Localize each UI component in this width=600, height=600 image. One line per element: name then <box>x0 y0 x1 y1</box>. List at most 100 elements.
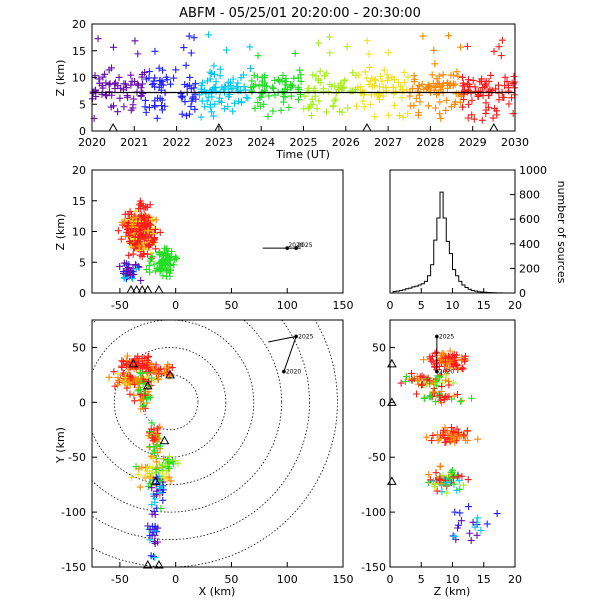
time-height-source <box>190 84 198 92</box>
x-tick-label: 100 <box>277 299 298 312</box>
z-y-source <box>456 485 464 493</box>
plan-view-source <box>121 373 129 381</box>
z-tick-label: 10 <box>446 573 460 586</box>
plan-view-source <box>165 452 173 460</box>
x-height-source <box>121 217 129 225</box>
z-y-source <box>420 356 428 364</box>
time-height-source <box>122 84 130 92</box>
time-height-source <box>231 99 239 107</box>
time-height-source <box>495 96 503 104</box>
time-height-source <box>95 75 103 83</box>
time-height-source <box>377 72 385 80</box>
time-height-source <box>237 99 245 107</box>
time-height-source <box>363 74 371 82</box>
time-height-source <box>251 104 259 112</box>
time-height-source <box>465 100 473 108</box>
time-height-source <box>505 100 513 108</box>
time-height-source <box>371 75 379 83</box>
time-tick-label: 2020 <box>78 136 106 149</box>
plan-view-source <box>148 484 156 492</box>
time-height-source <box>326 81 334 89</box>
time-height-source <box>489 114 497 122</box>
x-height-source <box>150 235 158 243</box>
time-height-source <box>370 82 378 90</box>
x-height-source <box>134 220 142 228</box>
plan-view-source <box>161 369 169 377</box>
time-height-source <box>380 66 388 74</box>
z-y-source <box>413 390 421 398</box>
z-y-source <box>466 529 474 537</box>
plan-view-source <box>137 405 145 413</box>
z-y-source <box>453 361 461 369</box>
plan-view-source <box>105 373 113 381</box>
time-height-source <box>285 103 293 111</box>
z-tick-label: 20 <box>72 164 86 177</box>
plan-view-source <box>126 390 134 398</box>
time-height-source <box>319 87 327 95</box>
time-height-source <box>454 72 462 80</box>
time-height-source <box>330 97 338 105</box>
x-height-axes: -50 0 50 100 150 0 5 10 15 20 <box>72 164 354 312</box>
plan-view-source <box>122 361 130 369</box>
x-height-source <box>144 227 152 235</box>
z-y-source <box>461 355 469 363</box>
plan-view-source <box>155 366 163 374</box>
time-height-source <box>186 73 194 81</box>
z-y-source <box>422 377 430 385</box>
time-height-source <box>290 74 298 82</box>
time-height-source <box>216 94 224 102</box>
time-height-source <box>297 71 305 79</box>
time-height-source <box>373 93 381 101</box>
x-height-source <box>129 250 137 258</box>
time-tick-label: 2021 <box>120 136 148 149</box>
time-height-source <box>398 94 406 102</box>
z-y-source <box>458 354 466 362</box>
time-height-source <box>487 71 495 79</box>
time-height-source <box>492 85 500 93</box>
time-height-source <box>449 80 457 88</box>
range-ring <box>92 320 310 540</box>
z-y-source <box>464 427 472 435</box>
plan-view-source <box>135 379 143 387</box>
time-height-source <box>219 85 227 93</box>
histogram-x-tick-label: 0 <box>387 299 394 312</box>
plan-view-source <box>159 496 167 504</box>
time-height-source <box>141 69 149 77</box>
y-axis-label: Y (km) <box>54 427 67 464</box>
x-height-source <box>145 262 153 270</box>
time-height-source <box>404 110 412 118</box>
station-triangle <box>142 380 153 390</box>
time-height-source <box>96 79 104 87</box>
time-height-source <box>210 62 218 70</box>
plan-view-source <box>136 369 144 377</box>
time-height-source <box>397 83 405 91</box>
x-height-source <box>137 276 145 284</box>
z-y-source <box>477 526 485 534</box>
x-height-source <box>149 237 157 245</box>
time-height-source <box>412 94 420 102</box>
time-height-source <box>158 77 166 85</box>
z-y-source <box>455 477 463 485</box>
time-height-source <box>443 96 451 104</box>
x-height-source <box>129 217 137 225</box>
x-height-source <box>126 208 134 216</box>
time-height-source <box>151 47 159 55</box>
z-y-source <box>446 437 454 445</box>
z-y-source <box>431 479 439 487</box>
time-height-source <box>335 85 343 93</box>
histogram-y-tick-label: 400 <box>519 238 540 251</box>
time-height-source <box>309 71 317 79</box>
time-height-source <box>115 73 123 81</box>
z-y-source <box>459 365 467 373</box>
z-y-source <box>455 428 463 436</box>
x-tick-label: 50 <box>224 299 238 312</box>
time-height-source <box>500 93 508 101</box>
z-y-source <box>440 350 448 358</box>
track-label: 2025 <box>298 333 313 340</box>
time-height-source <box>190 34 198 42</box>
time-height-source <box>257 93 265 101</box>
y-tick-label: 0 <box>379 396 386 409</box>
time-height-source <box>234 97 242 105</box>
station-triangle <box>142 284 153 294</box>
